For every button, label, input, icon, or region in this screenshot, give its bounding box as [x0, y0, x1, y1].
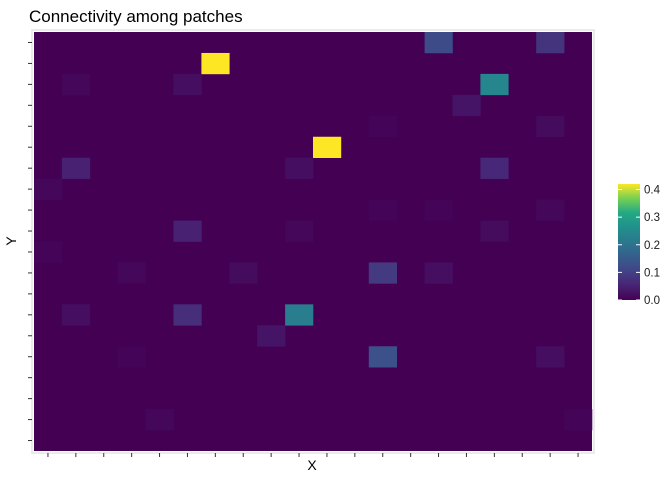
- heatmap-cell: [452, 94, 481, 117]
- legend-tick-label: 0.2: [644, 240, 660, 252]
- legend-ticks: 0.0 0.1 0.2 0.3 0.4: [618, 185, 661, 307]
- heatmap-cell: [173, 73, 202, 96]
- heatmap-cell: [313, 136, 342, 158]
- heatmap-cell: [536, 32, 565, 54]
- heatmap-cell: [257, 325, 286, 347]
- heatmap-cell: [536, 115, 565, 138]
- y-axis-title: Y: [3, 236, 19, 246]
- heatmap-cell: [480, 157, 509, 179]
- heatmap-cell: [368, 115, 397, 138]
- heatmap-cell: [117, 262, 146, 284]
- heatmap-cell: [173, 220, 202, 242]
- legend-tick-label: 0.4: [644, 185, 661, 197]
- heatmap-cell: [424, 262, 453, 284]
- heatmap-cell: [285, 157, 314, 179]
- heatmap-cell: [285, 220, 314, 242]
- heatmap-cell: [424, 32, 453, 54]
- heatmap-cells: [34, 32, 593, 431]
- heatmap-cell: [480, 220, 509, 242]
- legend-tick-label: 0.1: [644, 267, 660, 279]
- heatmap-cell: [536, 346, 565, 368]
- legend-colorbar: [618, 184, 640, 300]
- heatmap-cell: [424, 199, 453, 221]
- heatmap-cell: [117, 346, 146, 368]
- y-axis-ticks: [28, 41, 32, 442]
- heatmap-cell: [368, 262, 397, 284]
- heatmap-cell: [61, 157, 91, 179]
- heatmap-cell: [229, 262, 258, 284]
- chart-title: Connectivity among patches: [29, 7, 243, 26]
- heatmap-cell: [368, 199, 397, 221]
- heatmap-cell: [285, 304, 314, 326]
- legend-tick-label: 0.3: [644, 212, 660, 224]
- legend-tick-label: 0.0: [644, 295, 660, 307]
- heatmap-cell: [145, 409, 174, 431]
- panel-border: [31, 29, 595, 454]
- heatmap-cell: [536, 199, 565, 221]
- heatmap-cell: [173, 304, 202, 326]
- heatmap-cell: [61, 73, 91, 96]
- heatmap-cell: [368, 346, 397, 368]
- heatmap-cell: [480, 73, 509, 96]
- x-axis-title: X: [307, 457, 317, 473]
- heatmap-cell: [34, 178, 63, 200]
- color-legend: 0.0 0.1 0.2 0.3 0.4: [618, 184, 661, 307]
- plot-panel: [31, 29, 595, 454]
- heatmap-cell: [564, 409, 593, 431]
- heatmap-cell: [34, 241, 63, 263]
- heatmap-cell: [201, 52, 230, 75]
- heatmap-cell: [61, 304, 91, 326]
- x-axis-ticks: [47, 453, 579, 457]
